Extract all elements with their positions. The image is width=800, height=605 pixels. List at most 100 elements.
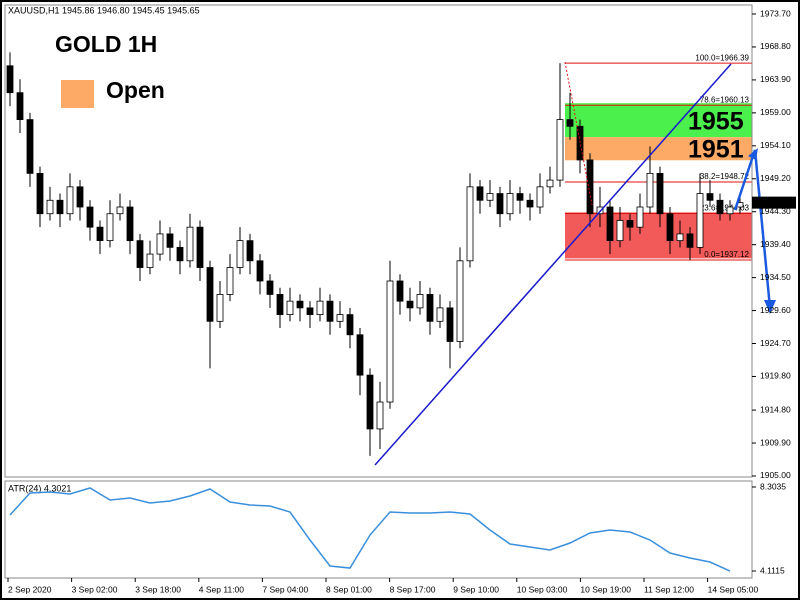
candle-body [656, 172, 664, 215]
candle-body [146, 253, 154, 268]
arrow-head [748, 148, 758, 160]
chart-title: GOLD 1H [55, 31, 157, 57]
candle-body [6, 65, 14, 94]
candle-body [526, 199, 534, 208]
y-tick-label: 1919.80 [760, 371, 791, 381]
candle-body [136, 240, 144, 268]
candle-body [26, 119, 34, 174]
atr-line [9, 487, 731, 572]
candle-body [86, 206, 94, 228]
candle-body [206, 267, 214, 322]
candle-body [226, 267, 234, 295]
candle-body [46, 199, 54, 215]
zone [565, 212, 752, 259]
candle-body [306, 307, 314, 316]
candle-body [416, 294, 424, 309]
x-tick-label: 2 Sep 2020 [8, 584, 52, 594]
fib-label: 100.0=1966.39 [695, 53, 749, 62]
candle-body [56, 199, 64, 215]
y-tick-label: 1949.20 [760, 173, 791, 183]
candle-body [536, 186, 544, 208]
y-tick-label: 1968.80 [760, 41, 791, 51]
y-tick-label: 1929.60 [760, 305, 791, 315]
header: XAUUSD,H1 1945.86 1946.80 1945.45 1945.6… [8, 5, 200, 15]
candle-body [116, 206, 124, 215]
candle-body [516, 193, 524, 201]
candle-body [276, 294, 284, 316]
legend-swatch [61, 80, 94, 108]
candle-body [376, 401, 384, 430]
y-tick-label: 1939.40 [760, 239, 791, 249]
candle-body [196, 226, 204, 268]
candle-body [466, 186, 474, 262]
y-tick-label: 1934.50 [760, 272, 791, 282]
candle-body [606, 206, 614, 242]
y-tick-label: 1959.00 [760, 107, 791, 117]
candle-body [596, 206, 604, 215]
candle-body [66, 186, 74, 215]
candle-body [356, 334, 364, 376]
candle-body [346, 314, 354, 336]
annotation: 1955 [688, 108, 744, 136]
candle-body [96, 226, 104, 242]
y-tick-label: 1954.10 [760, 140, 791, 150]
candle-body [696, 193, 704, 248]
candle-body [426, 294, 434, 322]
candle-body [566, 119, 574, 127]
candle-body [496, 193, 504, 215]
candle-body [286, 300, 294, 316]
candle-body [636, 206, 644, 228]
candle-body [156, 233, 164, 255]
projection-arrow [733, 149, 772, 309]
trend-line [374, 63, 732, 466]
candle-body [706, 193, 714, 201]
candle-body [316, 300, 324, 316]
candle-body [236, 240, 244, 268]
annotation: 1951 [688, 136, 744, 164]
candle-body [366, 374, 374, 430]
atr-label: ATR(24) 4.3021 [8, 483, 71, 493]
candle-body [456, 260, 464, 342]
candle-body [126, 206, 134, 242]
zone [565, 137, 752, 161]
candle-body [726, 206, 734, 215]
x-tick-label: 4 Sep 11:00 [199, 584, 244, 594]
candle-body [166, 233, 174, 248]
x-tick-label: 10 Sep 19:00 [580, 584, 631, 594]
candle-body [176, 246, 184, 262]
x-tick-label: 9 Sep 10:00 [453, 584, 499, 594]
candle-body [436, 307, 444, 322]
candle-body [506, 193, 514, 215]
candle-body [646, 172, 654, 208]
price-tag-label: 1945.65 [756, 197, 787, 207]
atr-pane [4, 480, 753, 579]
candle-body [266, 280, 274, 295]
x-tick-label: 3 Sep 02:00 [72, 584, 118, 594]
candle-body [486, 193, 494, 201]
candle-body [666, 213, 674, 242]
candle-body [626, 220, 634, 228]
zone [565, 103, 752, 138]
x-tick-label: 8 Sep 01:00 [326, 584, 372, 594]
candle-body [216, 294, 224, 322]
candle-body [546, 179, 554, 188]
fib-label: 0.0=1937.12 [704, 250, 749, 259]
candle-body [686, 233, 694, 248]
candle-body [446, 307, 454, 342]
fib-label: 38.2=1948.72 [700, 172, 750, 181]
zones [565, 103, 752, 259]
candle-body [246, 240, 254, 262]
candle-body [476, 186, 484, 201]
fib-label: 78.6=1960.13 [700, 95, 750, 104]
candle-body [76, 186, 84, 208]
y-tick-label: 1905.00 [760, 470, 791, 480]
price-pane [4, 4, 753, 478]
candle-body [336, 314, 344, 322]
y-tick-label: 1973.70 [760, 8, 791, 18]
x-tick-label: 8 Sep 17:00 [390, 584, 436, 594]
candle-body [676, 233, 684, 242]
y-tick-label: 1924.70 [760, 338, 791, 348]
fib-diagonal [564, 61, 593, 206]
candle-body [396, 280, 404, 302]
